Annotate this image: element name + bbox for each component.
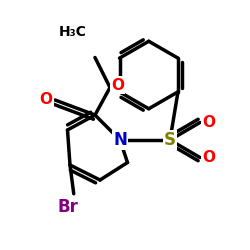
Text: S: S	[164, 131, 176, 149]
Text: H₃C: H₃C	[58, 26, 86, 40]
Text: O: O	[40, 92, 53, 108]
Text: O: O	[202, 150, 215, 165]
Text: O: O	[202, 115, 215, 130]
Text: N: N	[113, 131, 127, 149]
Text: Br: Br	[57, 198, 78, 216]
Text: O: O	[111, 78, 124, 92]
